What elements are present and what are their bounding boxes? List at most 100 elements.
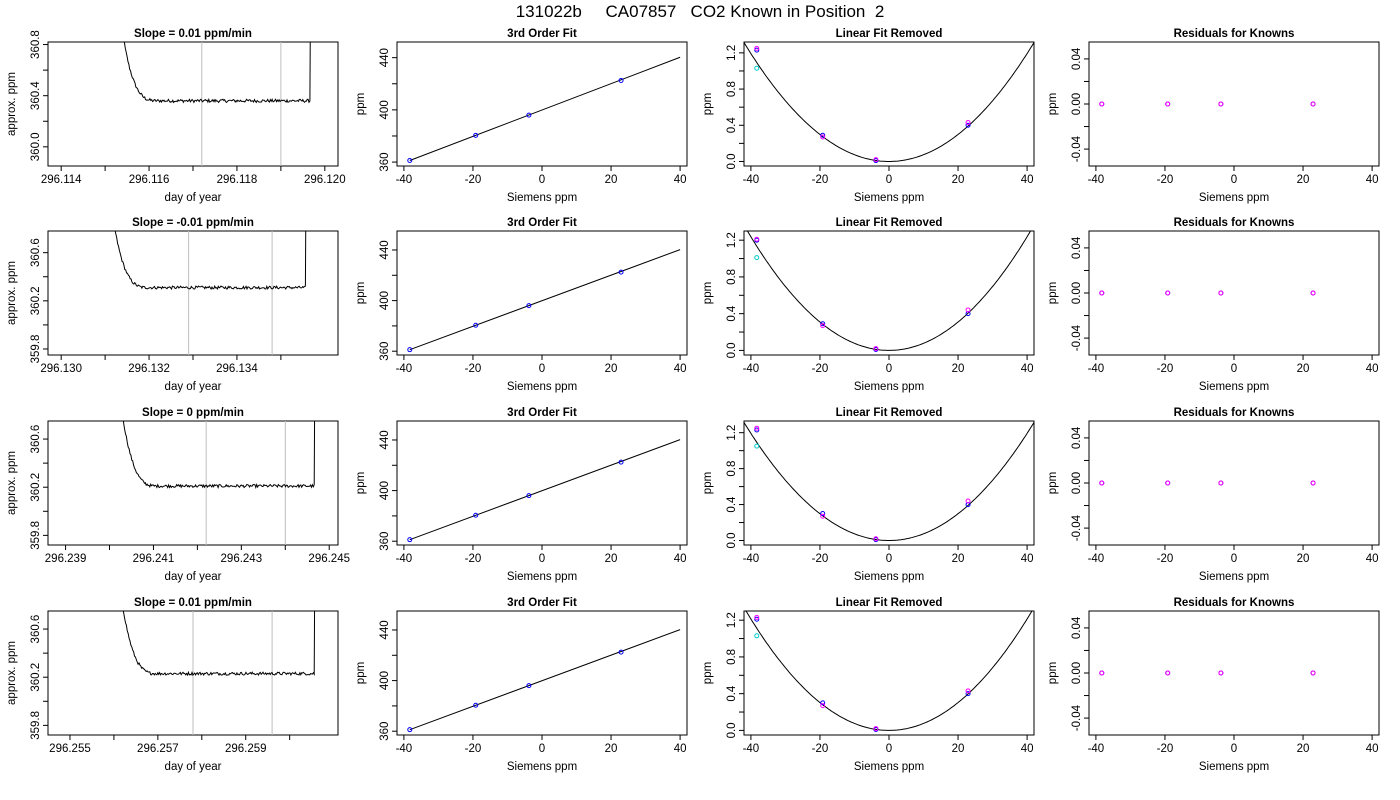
y-tick-label: 0.4 (726, 496, 738, 513)
data-point (754, 614, 760, 620)
x-tick-label: -40 (396, 363, 413, 375)
data-point (754, 633, 760, 639)
data-point (407, 727, 413, 733)
panel-title: Linear Fit Removed (836, 217, 943, 229)
y-tick-label: 0.8 (726, 81, 738, 97)
y-tick-label: 360.2 (30, 286, 42, 315)
data-point (965, 307, 971, 313)
x-tick-label: 20 (605, 363, 618, 375)
x-axis-label: Siemens ppm (854, 381, 924, 393)
data-point (965, 122, 971, 128)
data-point (618, 649, 624, 655)
panel-title: Residuals for Knowns (1174, 407, 1295, 419)
data-point (754, 47, 760, 53)
plot-area (407, 249, 681, 353)
data-point (820, 700, 826, 706)
data-point (1310, 480, 1316, 486)
x-tick-label: 40 (674, 553, 687, 565)
data-point (754, 443, 760, 449)
x-tick-label: 0 (886, 174, 892, 186)
y-axis-label: ppm (1047, 93, 1059, 115)
x-tick-label: -20 (1157, 363, 1174, 375)
plot-area (122, 611, 316, 735)
x-tick-label: -20 (465, 553, 482, 565)
y-tick-label: 359.8 (30, 521, 42, 550)
x-tick-label: -40 (396, 743, 413, 755)
y-tick-label: 1.2 (726, 425, 738, 441)
y-tick-label: 360.6 (30, 238, 42, 267)
data-point (1310, 290, 1316, 296)
data-point (820, 511, 826, 517)
data-point (965, 120, 971, 126)
panel-r3-c4: Residuals for Knowns -40 -20 0 20 40 -0.04 0.00… (1047, 407, 1380, 583)
data-point (1099, 101, 1105, 107)
data-point (407, 158, 413, 164)
y-tick-label: 0.8 (726, 461, 738, 477)
x-tick-label: -40 (743, 174, 760, 186)
x-tick-label: -40 (1088, 363, 1105, 375)
trace-line (122, 611, 316, 677)
data-point (1310, 670, 1316, 676)
plot-area (1099, 670, 1316, 676)
data-point (754, 45, 760, 51)
y-tick-label: -0.04 (1071, 324, 1083, 351)
x-axis-label: Siemens ppm (854, 192, 924, 204)
trace-line (122, 421, 316, 490)
data-point (1310, 101, 1316, 107)
x-tick-label: 20 (605, 553, 618, 565)
plot-frame (396, 420, 688, 546)
y-tick-label: 1.2 (726, 612, 738, 628)
y-tick-label: 0.4 (726, 685, 738, 702)
y-tick-label: 440 (379, 48, 391, 67)
x-tick-label: -40 (743, 363, 760, 375)
x-tick-label: 0 (1231, 743, 1237, 755)
fit-line (409, 56, 681, 161)
x-tick-label: 40 (674, 174, 687, 186)
x-tick-label: 0 (539, 174, 545, 186)
data-point (754, 65, 760, 71)
y-tick-label: 440 (379, 620, 391, 639)
curve-line (744, 42, 1034, 162)
x-axis-label: Siemens ppm (507, 761, 577, 773)
y-tick-label: 400 (379, 291, 391, 310)
data-point (1218, 290, 1224, 296)
x-tick-label: 0 (539, 553, 545, 565)
data-point (1099, 480, 1105, 486)
y-tick-label: 0.00 (1071, 282, 1083, 304)
plot-area (407, 56, 681, 164)
y-tick-label: 360 (379, 532, 391, 551)
y-tick-label: 0.0 (726, 533, 738, 549)
panel-r2-c1: Slope = -0.01 ppm/min 296.130 296.132 296.1… (6, 217, 339, 393)
plot-area (744, 42, 1034, 164)
data-point (618, 459, 624, 465)
panel-title: Linear Fit Removed (836, 28, 943, 40)
panel-title: Linear Fit Removed (836, 407, 943, 419)
y-tick-label: 360 (379, 342, 391, 361)
x-tick-label: 296.241 (133, 553, 175, 565)
y-tick-label: 359.8 (30, 711, 42, 740)
panel-title: 3rd Order Fit (507, 28, 577, 40)
panel-title: Slope = 0.01 ppm/min (134, 597, 252, 609)
plot-area (114, 231, 307, 355)
x-tick-label: 0 (1231, 174, 1237, 186)
y-tick-label: 360.2 (30, 663, 42, 692)
panel-r2-c3: Linear Fit Removed -40 -20 0 20 40 0.0 0.4 0.8 1.… (702, 217, 1035, 393)
x-tick-label: -20 (465, 363, 482, 375)
x-tick-label: 40 (674, 363, 687, 375)
plot-frame (1088, 41, 1380, 167)
y-axis-label: ppm (1047, 282, 1059, 304)
plot-frame (743, 41, 1035, 167)
x-axis-label: day of year (165, 571, 222, 583)
plot-frame (1088, 230, 1380, 356)
x-tick-label: 296.243 (221, 553, 263, 565)
x-axis-label: Siemens ppm (507, 381, 577, 393)
plot-frame (1088, 420, 1380, 546)
y-tick-label: 0.04 (1071, 616, 1083, 639)
x-tick-label: 20 (605, 743, 618, 755)
y-axis-label: ppm (702, 282, 714, 304)
plot-area (407, 629, 681, 733)
fit-line (409, 249, 681, 351)
x-tick-label: 20 (605, 174, 618, 186)
y-tick-label: 360.6 (30, 615, 42, 644)
x-tick-label: -40 (1088, 174, 1105, 186)
